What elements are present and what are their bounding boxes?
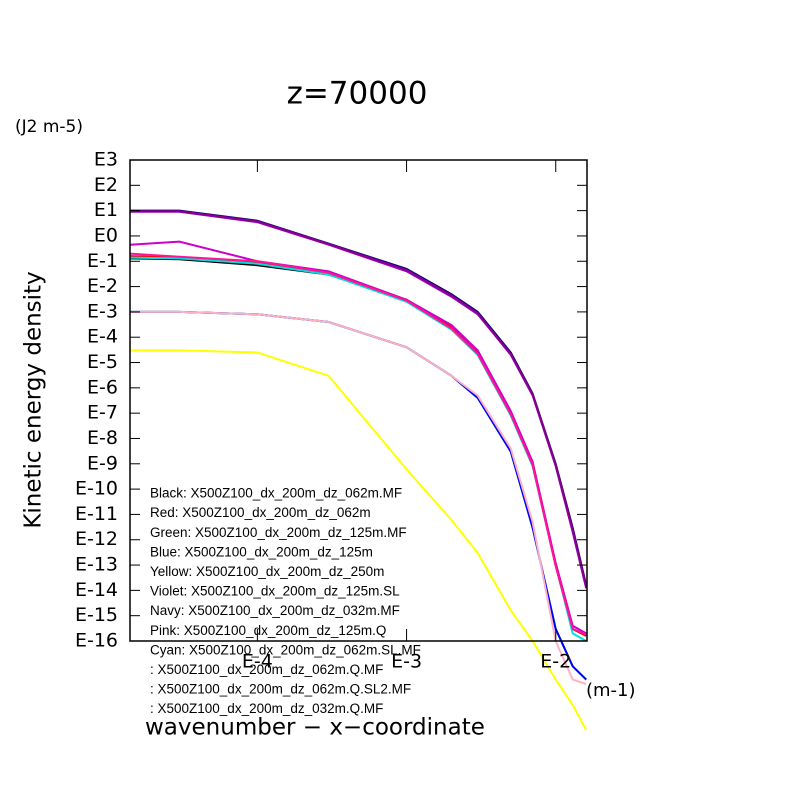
y-tick-label: E-10 [75,478,118,500]
y-tick-label: E-15 [75,604,118,626]
y-unit: (J2 m-5) [15,117,83,137]
legend-entry: : X500Z100_dx_200m_dz_062m.Q.MF [150,662,383,677]
y-tick-label: E-6 [87,376,118,398]
y-tick-label: E3 [94,149,118,171]
series-line [130,349,588,731]
y-tick-label: E2 [94,174,118,196]
legend-entry: : X500Z100_dx_200m_dz_032m.Q.MF [150,701,383,716]
plot-frame [129,159,588,642]
x-axis-label: wavenumber − x−coordinate [145,715,485,741]
y-tick-label: E-8 [87,427,118,449]
chart-title: z=70000 [287,76,428,112]
y-axis-label: Kinetic energy density [21,271,47,528]
y-tick-label: E-4 [87,326,118,348]
y-tick-label: E-1 [87,250,118,272]
legend-entry: Blue: X500Z100_dx_200m_dz_125m [150,544,373,559]
series-line [130,210,588,587]
legend-entry: Violet: X500Z100_dx_200m_dz_125m.SL [150,584,400,599]
y-tick-label: E0 [94,224,118,246]
legend-entry: Yellow: X500Z100_dx_200m_dz_250m [150,564,384,579]
legend-entry: Red: X500Z100_dx_200m_dz_062m [150,505,371,520]
legend-entry: Green: X500Z100_dx_200m_dz_125m.MF [150,525,407,540]
x-tick-label: E-4 [242,651,273,673]
legend-entry: Cyan: X500Z100_dx_200m_dz_062m.SL.MF [150,642,421,657]
y-tick-label: E-2 [87,275,118,297]
series-line [130,310,587,685]
y-tick-label: E-9 [87,452,118,474]
series-line [129,252,587,636]
x-tick-label: E-3 [391,651,422,673]
y-tick-label: E-3 [87,300,118,322]
y-tick-label: E-11 [75,503,118,525]
x-unit: (m-1) [586,680,636,701]
y-tick-label: E-16 [75,630,118,652]
x-tick-label: E-2 [540,651,571,673]
legend-entry: Navy: X500Z100_dx_200m_dz_032m.MF [150,603,400,618]
y-tick-label: E-5 [87,351,118,373]
y-tick-label: E-14 [75,579,118,601]
legend-entry: Black: X500Z100_dx_200m_dz_062m.MF [150,486,402,501]
y-tick-label: E1 [94,199,118,221]
legend-entry: : X500Z100_dx_200m_dz_062m.Q.SL2.MF [150,682,411,697]
y-tick-label: E-7 [87,402,118,424]
y-tick-label: E-13 [75,554,118,576]
legend-entry: Pink: X500Z100_dx_200m_dz_125m.Q [150,623,386,638]
y-tick-label: E-12 [75,528,118,550]
